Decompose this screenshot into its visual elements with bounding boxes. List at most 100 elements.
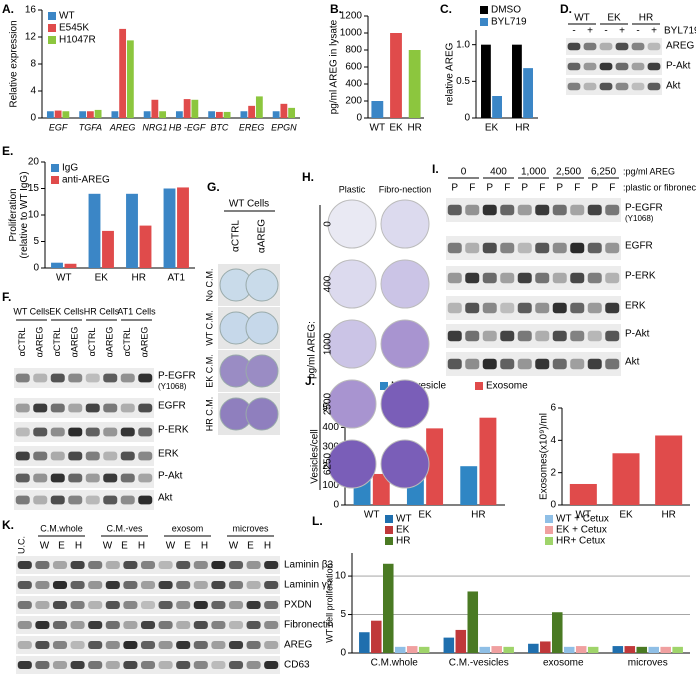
x-tick-label: BTC	[210, 122, 229, 132]
bar	[371, 101, 384, 118]
blot-lane: αAREG	[105, 327, 115, 358]
blot-band	[88, 581, 103, 589]
y-axis-label: Exosomes(x10⁹)/ml	[539, 413, 550, 500]
legend-swatch	[480, 18, 488, 26]
blot-lane: P	[486, 183, 493, 194]
blot-band	[587, 272, 602, 284]
legend-swatch	[51, 176, 59, 184]
y-tick-label: 800	[345, 45, 362, 56]
y-tick-label: 600	[345, 62, 362, 73]
panel-label: H.	[302, 170, 314, 184]
blot-lane: αAREG	[35, 327, 45, 358]
x-tick-label: HR	[132, 273, 146, 284]
x-tick-label: NRG1	[142, 122, 167, 132]
blot-band	[105, 561, 120, 569]
blot-band	[85, 403, 100, 413]
blot-band	[465, 242, 480, 254]
blot-band	[17, 561, 32, 569]
y-axis-label: WT cell proliferation	[324, 563, 334, 642]
blot-band	[50, 495, 65, 505]
blot-lane: F	[539, 183, 545, 194]
bar	[575, 646, 587, 653]
blot-band	[158, 641, 173, 649]
bar	[455, 629, 467, 653]
blot-band	[176, 601, 191, 609]
x-tick-label: HB -EGF	[169, 122, 206, 132]
blot-band	[482, 272, 497, 284]
blot-band	[482, 242, 497, 254]
blot-band	[500, 272, 515, 284]
blot-background	[14, 398, 154, 418]
well-row-label: 1000	[323, 332, 334, 355]
blot-band	[647, 62, 661, 71]
blot-band	[140, 601, 156, 609]
blot-band	[105, 601, 120, 609]
bar	[612, 646, 624, 653]
blot-band	[228, 561, 244, 569]
blot-band	[246, 661, 261, 669]
blot-band	[120, 495, 135, 505]
blot-background	[566, 78, 662, 95]
bar	[62, 111, 70, 118]
blot-band	[68, 451, 83, 461]
x-tick-label: EGF	[49, 122, 68, 132]
bar	[492, 96, 502, 118]
bar	[177, 187, 189, 268]
bar	[191, 99, 199, 118]
blot-band	[140, 561, 156, 569]
y-tick-label: 20	[28, 157, 40, 168]
blot-band	[552, 302, 567, 314]
blot-background	[14, 446, 154, 466]
blot-band	[567, 62, 581, 71]
blot-band	[15, 373, 30, 383]
blot-band	[17, 661, 32, 669]
bar	[51, 262, 63, 268]
x-tick-label: EREG	[239, 122, 265, 132]
blot-group: exosom	[172, 523, 204, 533]
bar	[491, 646, 502, 653]
blot-row-label: Akt	[625, 357, 640, 368]
blot-band	[105, 621, 120, 629]
blot-lane: -	[572, 26, 575, 37]
blot-band	[570, 302, 585, 314]
y-tick-label: 0	[550, 500, 556, 511]
blot-group: C.M.-ves	[107, 523, 144, 533]
blot-band	[193, 581, 208, 589]
blot-band	[17, 581, 32, 589]
blot-group: 1,000	[521, 167, 546, 178]
blot-band	[264, 601, 279, 609]
blot-band	[228, 661, 244, 669]
y-tick-label: 0	[333, 500, 339, 511]
bar	[528, 643, 539, 653]
bar	[54, 110, 62, 118]
bar	[272, 111, 280, 118]
blot-band	[68, 473, 83, 483]
blot-band	[583, 62, 597, 71]
blot-band	[158, 601, 173, 609]
blot-row-label: Fibronectin	[284, 620, 333, 631]
blot-background	[566, 58, 662, 75]
well-row-label: 0	[323, 221, 334, 227]
legend-label: IgG	[62, 163, 78, 174]
y-tick-label: 5	[340, 609, 346, 620]
bar	[372, 473, 390, 505]
blot-band	[631, 62, 645, 71]
blot-band	[35, 661, 50, 669]
y-tick-label: 0	[340, 648, 346, 659]
blot-lane: αCTRL	[52, 328, 62, 357]
bar	[64, 263, 77, 268]
y-tick-label: 100	[322, 480, 339, 491]
panel-label: D.	[560, 2, 572, 16]
blot-control: U.C.	[16, 536, 26, 554]
blot-group: 2,500	[556, 167, 581, 178]
bar	[139, 225, 152, 268]
blot-band	[465, 358, 480, 370]
blot-row-label: CD63	[284, 660, 310, 671]
blot-band	[552, 272, 567, 284]
blot-band	[264, 661, 279, 669]
blot-lane: +	[587, 26, 593, 37]
bar	[655, 435, 683, 505]
blot-lane: P	[451, 183, 458, 194]
blot-lane: F	[504, 183, 510, 194]
y-axis-label: Relative expression	[9, 20, 20, 107]
